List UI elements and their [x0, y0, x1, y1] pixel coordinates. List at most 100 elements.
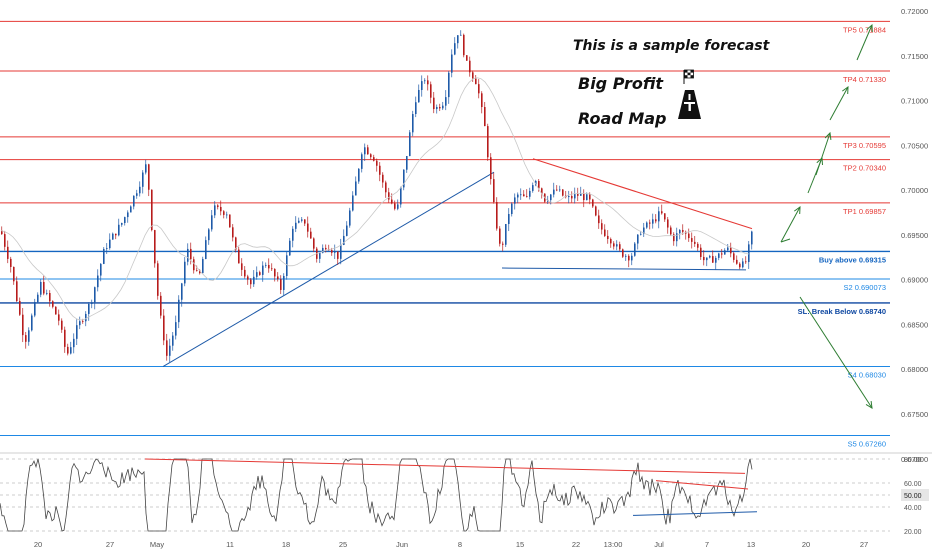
candle-body [67, 346, 69, 354]
candle-body [616, 244, 618, 247]
candle-body [598, 215, 600, 224]
candle-body [142, 172, 144, 187]
candle-body [556, 189, 558, 191]
candle-body [109, 239, 111, 249]
candle-body [181, 283, 183, 300]
candle-body [628, 255, 630, 261]
candle-body [559, 189, 561, 191]
rsi-tick-label: 60.00 [904, 481, 922, 488]
candle-body [1, 230, 3, 235]
candle-body [733, 253, 735, 260]
price-tick-label: 0.69000 [901, 276, 928, 285]
candle-body [433, 97, 435, 110]
candle-body [649, 222, 651, 224]
candle-body [28, 330, 30, 342]
level-lines: TP5 0.71884 TP4 0.71330 TP3 0.70595 TP2 0.7… [0, 20, 890, 449]
candle-body [343, 235, 345, 245]
candle-body [157, 263, 159, 296]
candle-body [190, 248, 192, 260]
candle-body [712, 256, 714, 263]
candle-body [211, 215, 213, 230]
candle-body [595, 206, 597, 216]
candle-body [370, 154, 372, 158]
time-tick-label: 11 [226, 540, 234, 549]
candle-body [124, 217, 126, 224]
candle-body [751, 231, 753, 245]
candle-body [163, 315, 165, 341]
level-label: TP3 0.70595 [843, 141, 886, 150]
candle-body [400, 187, 402, 205]
candle-body [94, 287, 96, 303]
candle-body [298, 220, 300, 223]
candle-body [523, 194, 525, 197]
candle-body [526, 196, 528, 198]
candle-body [499, 228, 501, 244]
candle-body [430, 84, 432, 98]
level-label: TP4 0.71330 [843, 75, 886, 84]
candle-body [424, 80, 426, 82]
candle-body [13, 266, 15, 282]
candle-body [196, 270, 198, 272]
candle-body [724, 250, 726, 255]
candle-body [379, 165, 381, 175]
candle-body [184, 261, 186, 284]
candle-body [481, 93, 483, 108]
candle-body [745, 261, 747, 263]
candle-body [397, 204, 399, 209]
forecast-arrow-head [865, 401, 873, 409]
time-tick-label: 13 [747, 540, 755, 549]
rsi-tick-label: 80.00 [904, 457, 922, 464]
candle-body [586, 194, 588, 201]
level-label: SL: Break Below 0.68740 [798, 307, 886, 316]
candle-body [667, 219, 669, 228]
candle-body [40, 281, 42, 295]
candle-body [208, 229, 210, 241]
candle-body [496, 202, 498, 229]
candle-body [268, 264, 270, 269]
time-tick-label: 27 [106, 540, 114, 549]
candle-body [529, 190, 531, 197]
candle-body [34, 302, 36, 316]
candle-body [286, 255, 288, 276]
level-label: S2 0.690073 [843, 283, 886, 292]
time-tick-label: 13:00 [604, 540, 623, 549]
forecast-arrow [799, 296, 873, 409]
candle-body [646, 222, 648, 228]
candle-body [127, 212, 129, 218]
candle-body [214, 205, 216, 216]
candle-body [391, 199, 393, 204]
candle-body [445, 97, 447, 106]
candle-body [694, 241, 696, 244]
candle-body [82, 321, 84, 322]
candle-body [85, 313, 87, 322]
road-map-text: Road Map [578, 109, 667, 128]
candle-body [592, 199, 594, 207]
candle-body [589, 194, 591, 200]
price-tick-label: 0.68500 [901, 320, 928, 329]
candle-body [166, 340, 168, 356]
candle-body [46, 293, 48, 294]
candle-body [169, 345, 171, 356]
road-icon [678, 90, 701, 119]
candle-body [550, 194, 552, 201]
candle-body [418, 89, 420, 103]
candle-body [364, 147, 366, 155]
candle-body [493, 179, 495, 203]
candle-body [88, 303, 90, 314]
candle-body [202, 258, 204, 274]
candle-body [43, 281, 45, 294]
candle-body [331, 250, 333, 253]
candle-body [448, 72, 450, 98]
candle-body [625, 255, 627, 257]
candle-body [487, 126, 489, 158]
candle-body [241, 263, 243, 270]
time-tick-label: 20 [802, 540, 810, 549]
rsi-panel: 80.00 60.00 40.00 20.00 50.00 [0, 452, 932, 536]
forecast-arrow [780, 206, 801, 243]
candle-body [619, 244, 621, 250]
candle-body [346, 225, 348, 236]
candle-body [280, 279, 282, 290]
candle-body [436, 106, 438, 110]
